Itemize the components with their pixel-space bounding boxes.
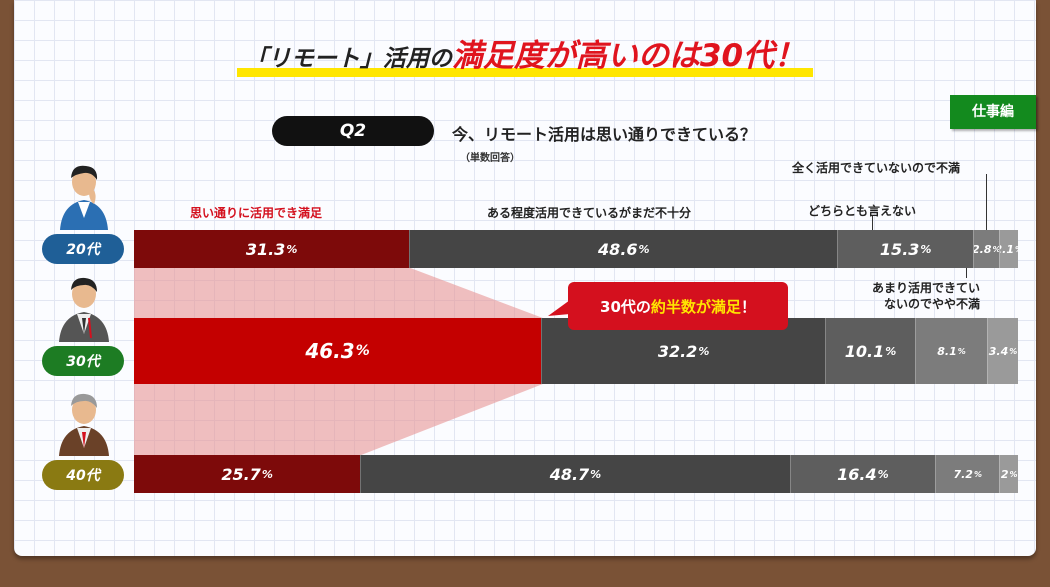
bar-segment-satisfied: 31.3% (134, 230, 410, 268)
value-label-unit: % (1009, 346, 1018, 356)
page-title: 「リモート」活用の満足度が高いのは30代！ (0, 30, 1050, 77)
series-label-partial: ある程度活用できているがまだ不十分 (487, 206, 692, 220)
value-label: 2 (1000, 467, 1009, 481)
bar-segment-satisfied: 25.7% (134, 455, 361, 493)
title-prefix: 「リモート」活用の (244, 46, 452, 72)
value-label-unit: % (992, 245, 998, 254)
value-label: 32.2 (657, 341, 698, 361)
bar-row-20s: 31.3%48.6%15.3%2.8%2.1% (134, 230, 1018, 268)
value-label: 15.3 (879, 239, 920, 259)
bar-segment-satisfied: 46.3% (134, 318, 542, 384)
value-label: 46.3 (305, 339, 355, 363)
bar-segment-dissatisfied: 2% (999, 455, 1018, 493)
value-label-unit: % (957, 346, 966, 356)
callout-pointer (548, 300, 570, 316)
value-label-unit: % (286, 242, 298, 256)
value-label-unit: % (261, 467, 273, 481)
bar-segment-somewhat-dissatisfied: 2.8% (972, 230, 999, 268)
value-label: 3.4 (988, 344, 1009, 358)
bar-segment-neutral: 15.3% (837, 230, 973, 268)
title-emphasis: 満足度が高いのは30代！ (451, 38, 806, 74)
value-label-unit: % (877, 467, 889, 481)
leader-somewhat-dissatisfied (966, 262, 967, 278)
person-30s-icon (59, 277, 109, 342)
bar-segment-dissatisfied: 2.1% (998, 230, 1018, 268)
callout-text-after: ！ (740, 297, 756, 316)
callout-30s: 30代の 約半数が満足！ (568, 282, 788, 330)
category-label-40s: 40代 (42, 460, 124, 490)
category-label-30s: 30代 (42, 346, 124, 376)
value-label-unit: % (920, 242, 932, 256)
category-label-20s: 20代 (42, 234, 124, 264)
value-label: 31.3 (245, 239, 286, 259)
bar-segment-partial: 48.6% (409, 230, 838, 268)
bar-segment-somewhat-dissatisfied: 8.1% (914, 318, 988, 384)
bar-segment-somewhat-dissatisfied: 7.2% (935, 455, 1000, 493)
bar-segment-neutral: 10.1% (825, 318, 915, 384)
value-label-unit: % (698, 344, 710, 358)
person-20s-icon (60, 165, 108, 230)
question-text: 今、リモート活用は思い通りできている？ (452, 125, 757, 144)
section-tab: 仕事編 (950, 95, 1036, 129)
value-label: 10.1 (844, 341, 885, 361)
person-40s-icon (59, 393, 109, 456)
value-label-unit: % (1015, 245, 1018, 254)
value-label-unit: % (1009, 469, 1018, 479)
value-label: 48.7 (549, 464, 590, 484)
value-label: 2.8 (972, 242, 992, 256)
callout-text-before: 30代の (600, 297, 651, 316)
question-number: Q2 (272, 116, 434, 146)
series-label-neutral: どちらとも言えない (808, 204, 917, 218)
title-highlight (236, 68, 814, 77)
series-label-somewhat-dissatisfied: あまり活用できていないのでやや不満 (871, 281, 980, 311)
leader-dissatisfied (986, 174, 987, 230)
callout-highlight: 約半数が満足 (650, 297, 741, 316)
value-label: 25.7 (221, 464, 261, 484)
value-label-unit: % (973, 469, 982, 479)
value-label-unit: % (885, 344, 897, 358)
question-note: （単数回答） (460, 153, 520, 164)
value-label: 7.2 (953, 467, 973, 481)
value-label-unit: % (590, 467, 602, 481)
leader-neutral (872, 216, 873, 230)
value-label: 16.4 (837, 464, 877, 484)
bar-segment-neutral: 16.4% (789, 455, 936, 493)
bar-row-40s: 25.7% 48.7% 16.4% 7.2% 2% (134, 455, 1018, 493)
bar-segment-partial: 48.7% (360, 455, 790, 493)
value-label: 48.6 (598, 239, 638, 259)
value-label-unit: % (355, 343, 370, 359)
value-label: 8.1 (937, 344, 957, 358)
bar-segment-dissatisfied: 3.4% (987, 318, 1018, 384)
value-label-unit: % (638, 242, 650, 256)
series-label-dissatisfied: 全く活用できていないので不満 (792, 161, 961, 175)
series-label-satisfied: 思い通りに活用でき満足 (190, 206, 323, 220)
value-label: 2.1 (1000, 242, 1015, 256)
